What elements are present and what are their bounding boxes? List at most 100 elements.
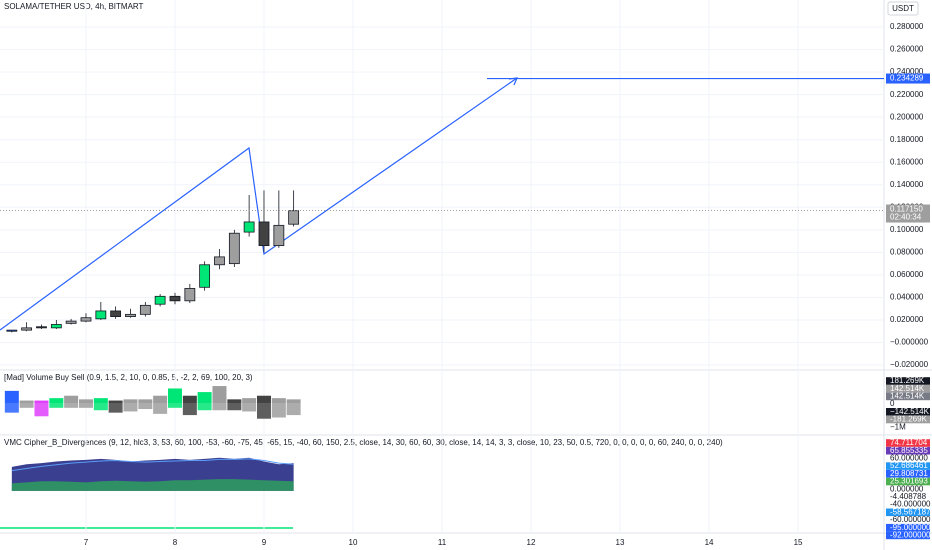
candle-body <box>214 256 225 266</box>
axis-label-bg <box>886 415 930 424</box>
buy-volume-bar <box>138 399 153 403</box>
buy-volume-bar <box>197 392 212 403</box>
buy-volume-bar <box>153 395 168 403</box>
sell-volume-bar <box>93 402 108 411</box>
axis-label-bg <box>886 377 930 385</box>
axis-label: 74.711704 <box>890 438 928 447</box>
y-tick-label: 0.140000 <box>890 180 924 189</box>
sell-volume-bar <box>138 402 153 410</box>
buy-volume-bar <box>19 400 34 403</box>
symbol-title: SOLAMA/TETHER USD, 4h, BITMART <box>4 2 144 11</box>
axis-label-bg <box>886 408 930 416</box>
axis-label-bg <box>886 439 930 447</box>
x-tick-label: 15 <box>794 538 803 547</box>
x-tick-label: 11 <box>438 538 447 547</box>
sell-volume-bar <box>78 402 93 408</box>
candle-body <box>139 304 151 315</box>
buy-volume-bar <box>227 399 242 403</box>
axis-label: 52.686461 <box>890 461 928 470</box>
candle-body <box>110 310 122 317</box>
buy-volume-bar <box>93 398 108 403</box>
buy-volume-bar <box>182 395 197 403</box>
sell-volume-bar <box>19 402 34 408</box>
candle-body <box>273 224 285 247</box>
y-tick-label: 0.080000 <box>890 247 924 256</box>
candle-body <box>36 326 47 329</box>
axis-label: 25.301693 <box>890 477 928 486</box>
buy-volume-bar <box>167 388 182 403</box>
candle-body <box>6 329 18 332</box>
wave2-line <box>11 458 294 472</box>
y-tick-label: 0.060000 <box>890 270 924 279</box>
buy-volume-bar <box>212 386 227 403</box>
candle-body <box>169 295 181 302</box>
candle-body <box>199 264 211 288</box>
axis-label-bg <box>886 531 930 540</box>
buy-volume-bar <box>64 395 79 403</box>
target-label: 0.234289 <box>890 74 924 83</box>
axis-label: −142.514K <box>890 407 930 416</box>
y-tick-label: 0.220000 <box>890 90 924 99</box>
y-tick-label: 0.180000 <box>890 135 924 144</box>
sell-volume-bar <box>167 402 182 408</box>
axis-label: -95.000000 <box>890 523 931 532</box>
axis-label: -60.000000 <box>890 515 931 524</box>
axis-label-bg <box>886 477 930 486</box>
sell-volume-bar <box>4 402 19 413</box>
trend-line <box>0 77 518 331</box>
sell-volume-bar <box>286 402 301 416</box>
axis-label: −1M <box>890 422 906 431</box>
axis-label-bg <box>886 523 930 532</box>
sell-volume-bar <box>227 402 242 411</box>
y-tick-label: 0.200000 <box>890 112 924 121</box>
y-tick-label: 0.240000 <box>890 67 924 76</box>
axis-label-bg <box>886 462 930 470</box>
candle-body <box>154 295 166 305</box>
x-tick-label: 12 <box>527 538 536 547</box>
axis-label: 142.514K <box>890 392 925 401</box>
sell-volume-bar <box>49 402 64 408</box>
buy-volume-bar <box>271 398 286 403</box>
buy-volume-bar <box>123 399 138 403</box>
buy-volume-bar <box>34 400 49 403</box>
buy-volume-bar <box>242 398 257 403</box>
buy-volume-bar <box>78 399 93 403</box>
candle-body <box>184 288 196 302</box>
x-tick-label: 10 <box>349 538 358 547</box>
y-tick-label: 0.020000 <box>890 315 924 324</box>
axis-label: 0.000000 <box>890 484 924 493</box>
axis-label: 60.000000 <box>890 454 928 463</box>
candle-body <box>228 232 240 265</box>
currency-button[interactable] <box>887 1 919 16</box>
target-label-bg <box>886 73 930 84</box>
cipher-title: VMC Cipher_B_Divergences (9, 12, hlc3, 3… <box>4 438 723 447</box>
axis-label: 29.808731 <box>890 469 928 478</box>
y-tick-label: 0.100000 <box>890 225 924 234</box>
x-tick-label: 8 <box>173 538 178 547</box>
countdown-label: 02:40:34 <box>890 213 922 222</box>
buy-volume-bar <box>286 399 301 403</box>
axis-label-bg <box>886 392 930 401</box>
candle-body <box>95 310 107 320</box>
axis-label-bg <box>886 384 930 393</box>
axis-label: -58.567187 <box>890 507 931 516</box>
sell-volume-bar <box>256 402 271 419</box>
sell-volume-bar <box>64 402 79 408</box>
axis-label: -181.269K <box>890 415 928 424</box>
candle-body <box>21 327 33 331</box>
buy-volume-bar <box>4 390 19 403</box>
candle-body <box>125 313 136 317</box>
sell-volume-bar <box>123 402 138 412</box>
candle-body <box>65 320 77 324</box>
buy-volume-bar <box>256 395 271 403</box>
sell-volume-bar <box>271 402 286 418</box>
y-tick-label: 0.280000 <box>890 22 924 31</box>
x-tick-label: 14 <box>705 538 714 547</box>
currency-label[interactable]: USDT <box>892 4 914 13</box>
axis-label: 65.855335 <box>890 446 928 455</box>
x-tick-label: 13 <box>616 538 625 547</box>
x-tick-label: 7 <box>84 538 89 547</box>
sell-volume-bar <box>108 402 123 413</box>
sell-volume-bar <box>153 402 168 414</box>
